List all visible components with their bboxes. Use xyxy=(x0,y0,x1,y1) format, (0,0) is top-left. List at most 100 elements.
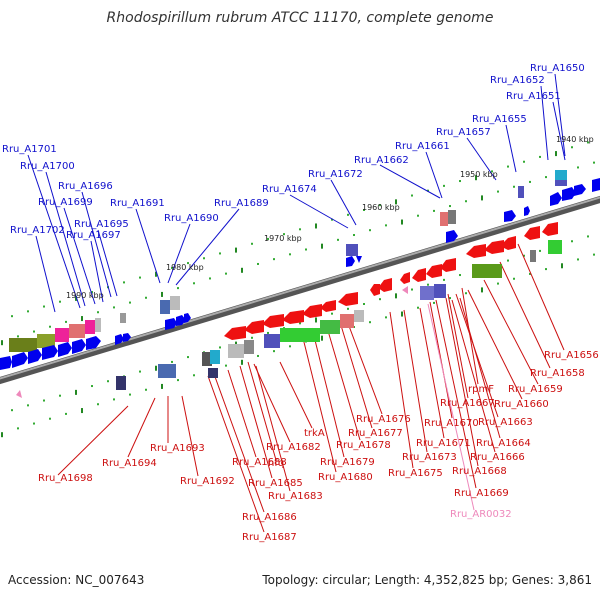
scale-tick xyxy=(11,315,13,318)
scale-tick xyxy=(43,399,45,402)
scale-tick xyxy=(251,336,253,339)
scale-tick xyxy=(17,335,19,338)
page-title: Rhodospirillum rubrum ATCC 11170, comple… xyxy=(106,10,494,26)
reverse-gene-labels: Rru_A1656 Rru_A1658 Rru_A1659 rpmF Rru_A… xyxy=(38,350,599,543)
scale-tick xyxy=(577,166,579,169)
scale-tick xyxy=(379,204,381,207)
scale-tick xyxy=(171,360,173,363)
gene-block xyxy=(420,286,434,300)
scale-tick xyxy=(1,432,3,438)
gene-label: Rru_A1663 xyxy=(478,417,533,428)
gene-label: Rru_A1694 xyxy=(102,458,157,469)
scale-label: 1940 kbp xyxy=(556,135,594,144)
scale-tick xyxy=(395,293,397,299)
scale-tick xyxy=(465,200,467,203)
scale-tick xyxy=(203,257,205,260)
scale-tick xyxy=(571,146,573,149)
scale-tracks xyxy=(1,141,595,438)
scale-tick xyxy=(139,276,141,279)
gene-label: Rru_A1674 xyxy=(262,184,317,195)
scale-tick xyxy=(443,184,445,187)
scale-tick xyxy=(507,165,509,168)
gene-label: Rru_A1668 xyxy=(452,466,507,477)
scale-tick xyxy=(33,330,35,333)
gene-label: Rru_A1699 xyxy=(38,197,93,208)
rna-feature xyxy=(402,286,408,294)
scale-tick xyxy=(587,235,589,238)
scale-tick xyxy=(171,266,173,269)
scale-tick xyxy=(251,242,253,245)
scale-tick xyxy=(459,274,461,277)
scale-tick xyxy=(545,268,547,271)
scale-tick xyxy=(417,306,419,309)
gene-label: Rru_A1682 xyxy=(266,442,321,453)
scale-tick xyxy=(113,306,115,309)
scale-tick xyxy=(395,199,397,205)
gene-block xyxy=(280,328,320,342)
scale-tick xyxy=(49,325,51,328)
gene-label: Rru_A1659 xyxy=(508,384,563,395)
scale-tick xyxy=(321,243,323,249)
scale-tick xyxy=(59,300,61,303)
scale-tick xyxy=(161,291,163,297)
scale-tick xyxy=(273,258,275,261)
gene-label: Rru_A1664 xyxy=(476,438,531,449)
scale-tick xyxy=(129,301,131,304)
scale-tick xyxy=(427,283,429,286)
gene-block xyxy=(354,310,364,322)
gene-block xyxy=(95,318,101,332)
gene-label: Rru_A1657 xyxy=(436,127,491,138)
scale-tick xyxy=(539,155,541,158)
gene-label: trkA xyxy=(304,428,325,439)
gene-label: Rru_A1662 xyxy=(354,155,409,166)
scale-tick xyxy=(273,350,275,353)
scale-tick xyxy=(459,180,461,183)
gene-label: Rru_A1688 xyxy=(232,457,287,468)
scale-tick xyxy=(491,170,493,173)
genome-summary-text: Topology: circular; Length: 4,352,825 bp… xyxy=(262,573,592,587)
scale-tick xyxy=(129,393,131,396)
scale-tick xyxy=(43,305,45,308)
scale-tick xyxy=(593,161,595,164)
gene-block xyxy=(264,334,280,348)
scale-tick xyxy=(289,253,291,256)
scale-tick xyxy=(65,320,67,323)
scale-tick xyxy=(363,208,365,211)
gene-block xyxy=(160,300,170,314)
scale-tick xyxy=(577,258,579,261)
scale-tick xyxy=(1,340,3,346)
scale-tick xyxy=(187,262,189,265)
gene-block xyxy=(37,334,55,348)
gene-label: Rru_A1678 xyxy=(336,440,391,451)
gene-label: Rru_A1667 xyxy=(440,398,495,409)
scale-tick xyxy=(539,249,541,252)
gene-label: Rru_A1655 xyxy=(472,114,527,125)
scale-tick xyxy=(27,310,29,313)
scale-tick xyxy=(59,394,61,397)
scale-tick xyxy=(193,374,195,377)
scale-tick xyxy=(523,160,525,163)
reverse-gene-features xyxy=(16,222,562,398)
rna-gene-labels: Rru_AR0032 xyxy=(450,509,512,520)
gene-label: Rru_A1680 xyxy=(318,472,373,483)
scale-label: 1970 kbp xyxy=(264,234,302,243)
gene-block xyxy=(530,250,536,262)
scale-tick xyxy=(17,427,19,430)
scale-label: 1950 kbp xyxy=(460,170,498,179)
scale-tick xyxy=(139,370,141,373)
scale-tick xyxy=(497,282,499,285)
scale-tick xyxy=(513,185,515,188)
gene-block xyxy=(434,284,446,298)
scale-tick xyxy=(257,262,259,265)
gene-label: Rru_A1652 xyxy=(490,75,545,86)
reverse-leader-lines xyxy=(57,243,565,533)
gene-label: Rru_A1656 xyxy=(544,350,599,361)
scale-tick xyxy=(241,267,243,273)
scale-tick xyxy=(347,213,349,216)
gene-label: Rru_A1693 xyxy=(150,443,205,454)
gene-label: Rru_A1660 xyxy=(494,399,549,410)
scale-tick xyxy=(27,404,29,407)
scale-tick xyxy=(353,234,355,237)
scale-tick xyxy=(497,190,499,193)
